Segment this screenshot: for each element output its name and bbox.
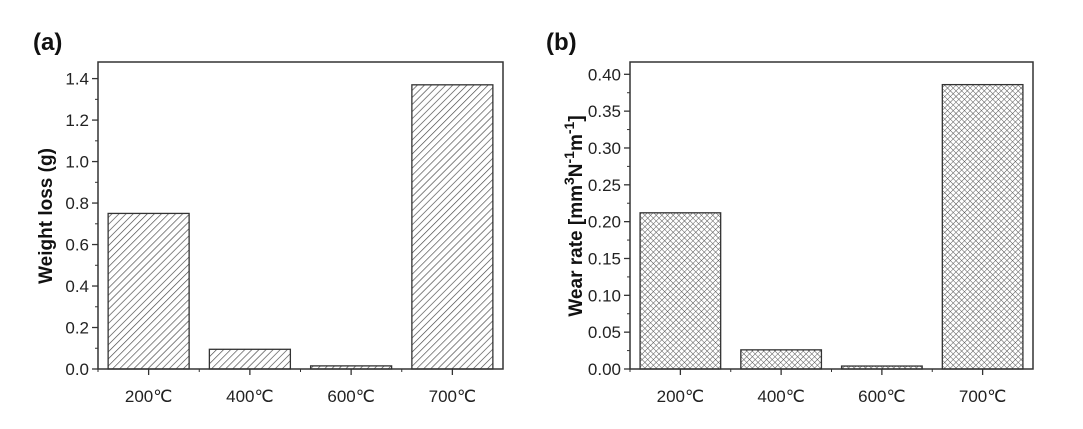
y-tick-label: 0.10 [588, 286, 621, 305]
ylabel-b-sup: 3 [561, 177, 577, 185]
bar-1 [208, 348, 292, 370]
y-tick-label: 0.40 [588, 65, 621, 84]
y-axis-title-a: Weight loss (g) [36, 148, 57, 284]
y-tick-label: 1.0 [65, 153, 89, 172]
y-tick-label: 0.20 [588, 213, 621, 232]
x-tick-label: 700℃ [429, 387, 476, 406]
y-tick-label: 0.6 [65, 236, 89, 255]
plot-frame [97, 61, 504, 370]
bar-3 [941, 83, 1024, 370]
ylabel-b-sup: -1 [561, 121, 577, 134]
bar-0 [639, 212, 722, 370]
plot-frame [629, 61, 1034, 370]
y-tick-label: 0.4 [65, 277, 89, 296]
y-tick-label: 0.15 [588, 249, 621, 268]
panel-label-b: (b) [546, 29, 577, 56]
y-tick-label: 0.05 [588, 323, 621, 342]
chart-a-weight-loss: 200℃ 400℃ 600℃ 700℃ 0.0 0.2 0.4 0.6 0.8 1.0 1.2 1.4 [65, 61, 504, 406]
chart-b-wear-rate: 200℃ 400℃ 600℃ 700℃ 0.00 0.05 0.10 0.15 0.20 0.25… [588, 61, 1034, 406]
x-tick-label: 200℃ [125, 387, 172, 406]
ylabel-b-part: N [566, 163, 587, 177]
y-tick-label: 0.30 [588, 139, 621, 158]
y-tick-label: 1.2 [65, 111, 89, 130]
ylabel-b-sup: -1 [561, 151, 577, 164]
y-tick-label: 0.2 [65, 319, 89, 338]
x-tick-label: 600℃ [327, 387, 374, 406]
bar-1 [740, 349, 823, 370]
y-tick-label: 0.35 [588, 102, 621, 121]
bar-3 [411, 84, 494, 370]
x-tick-label: 200℃ [657, 387, 704, 406]
bar-0 [107, 212, 190, 370]
y-tick-label: 0.25 [588, 176, 621, 195]
y-tick-label: 0.8 [65, 194, 89, 213]
y-tick-label: 0.0 [65, 360, 89, 379]
y-tick-label: 1.4 [65, 70, 89, 89]
x-tick-label: 700℃ [959, 387, 1006, 406]
ylabel-b-part: ] [566, 115, 587, 121]
x-tick-label: 400℃ [226, 387, 273, 406]
y-tick-label: 0.00 [588, 360, 621, 379]
x-tick-label: 600℃ [858, 387, 905, 406]
ylabel-b-part: m [566, 134, 587, 151]
y-axis-title-b: Wear rate [mm3N-1m-1] [561, 115, 587, 316]
x-tick-label: 400℃ [757, 387, 804, 406]
ylabel-b-part: Wear rate [mm [566, 185, 587, 317]
panel-label-a: (a) [33, 29, 62, 56]
